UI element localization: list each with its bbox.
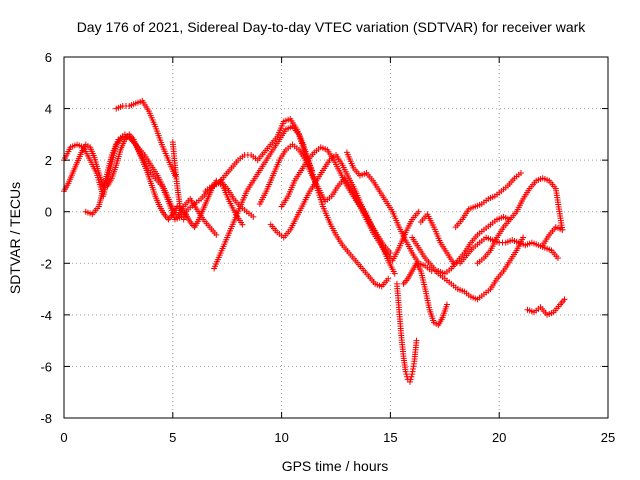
- chart-title: Day 176 of 2021, Sidereal Day-to-day VTE…: [77, 19, 587, 35]
- y-tick-label: 0: [45, 205, 52, 220]
- x-tick-label: 20: [492, 430, 506, 445]
- series-arc-5: [169, 139, 189, 223]
- data-point: [517, 170, 524, 177]
- data-point: [413, 337, 420, 344]
- data-point: [415, 208, 422, 215]
- series-arc-4: [113, 97, 178, 179]
- series-arc-15: [417, 211, 561, 267]
- series-arc-14: [409, 234, 527, 303]
- x-tick-label: 0: [60, 430, 67, 445]
- data-point: [181, 213, 188, 220]
- data-point: [402, 368, 409, 375]
- data-points: [61, 97, 568, 385]
- y-tick-label: -8: [40, 411, 52, 426]
- series-arc-19: [539, 224, 566, 249]
- data-point: [239, 221, 246, 228]
- x-tick-label: 10: [274, 430, 288, 445]
- data-point: [403, 371, 410, 378]
- data-point: [407, 376, 414, 383]
- series-arc-13: [400, 260, 450, 329]
- y-tick-label: 6: [45, 50, 52, 65]
- axis-ticks: [63, 56, 609, 419]
- y-tick-label: -4: [40, 308, 52, 323]
- series-arc-11: [343, 149, 514, 277]
- data-point: [250, 213, 257, 220]
- data-point: [213, 231, 220, 238]
- data-point: [561, 296, 568, 303]
- series-arc-10: [278, 144, 422, 264]
- y-tick-label: -6: [40, 359, 52, 374]
- plot-frame: [63, 56, 609, 419]
- data-point: [520, 234, 527, 241]
- data-point: [406, 378, 413, 385]
- data-point: [443, 301, 450, 308]
- data-point: [391, 270, 398, 277]
- data-point: [171, 172, 178, 179]
- x-axis-label: GPS time / hours: [282, 458, 389, 474]
- tick-labels: 0 5 10 15 20 25 -8 -6 -4 -2 0 2 4 6: [40, 50, 615, 445]
- data-point: [180, 216, 187, 223]
- series-arc-18: [524, 296, 568, 318]
- data-point: [385, 275, 392, 282]
- data-point: [559, 226, 566, 233]
- series-arc-12: [393, 280, 420, 385]
- x-tick-label: 5: [169, 430, 176, 445]
- x-tick-label: 25: [601, 430, 615, 445]
- y-tick-label: 4: [45, 102, 52, 117]
- y-tick-label: -2: [40, 256, 52, 271]
- x-tick-label: 15: [383, 430, 397, 445]
- data-point: [182, 211, 189, 218]
- data-point: [554, 255, 561, 262]
- y-tick-label: 2: [45, 153, 52, 168]
- data-point: [408, 373, 415, 380]
- series-arc-3: [82, 131, 220, 238]
- series-arc-16: [452, 170, 524, 231]
- y-axis-label: SDTVAR / TECUs: [7, 182, 23, 294]
- series-arc-17: [474, 175, 566, 267]
